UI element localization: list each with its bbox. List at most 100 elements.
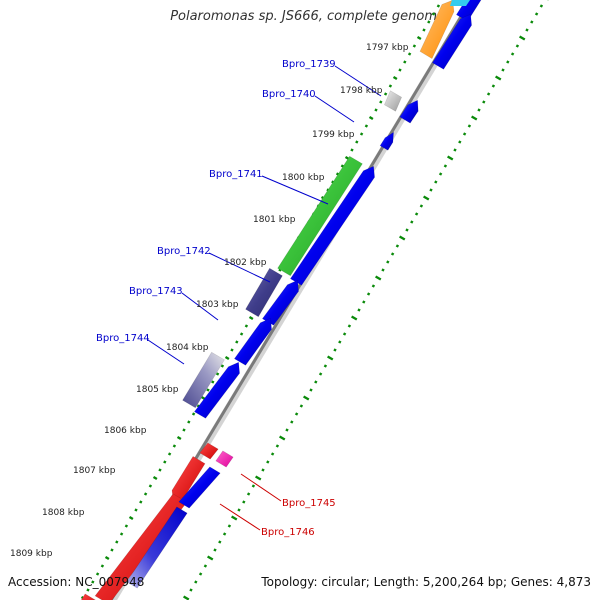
tick-mark bbox=[371, 284, 376, 288]
tick-mark bbox=[438, 172, 443, 176]
tick-mark bbox=[414, 212, 419, 216]
tick-mark bbox=[423, 195, 430, 201]
gene-feature bbox=[379, 131, 394, 151]
tick-mark bbox=[510, 52, 515, 56]
tick-mark bbox=[191, 412, 196, 416]
tick-mark bbox=[86, 588, 90, 592]
tick-labels: 1797 kbp 1798 kbp 1799 kbp 1800 kbp 1801 kbp… bbox=[10, 43, 409, 559]
gene-feature bbox=[399, 99, 419, 124]
gene-label[interactable]: Bpro_1739 bbox=[282, 59, 336, 70]
tick-mark bbox=[471, 115, 478, 121]
gene-feature bbox=[199, 442, 219, 460]
gene-label[interactable]: Bpro_1743 bbox=[129, 286, 183, 297]
label-leader-line bbox=[261, 175, 329, 205]
tick-mark bbox=[486, 92, 491, 96]
tick-mark bbox=[224, 355, 230, 361]
tick-mark bbox=[342, 332, 347, 336]
tick-label: 1800 kbp bbox=[282, 173, 325, 183]
tick-mark bbox=[458, 140, 462, 144]
tick-mark bbox=[323, 364, 328, 368]
tick-mark bbox=[482, 100, 486, 104]
tick-mark bbox=[198, 572, 203, 576]
gene-feature bbox=[261, 279, 299, 326]
gene-feature bbox=[277, 155, 363, 277]
tick-mark bbox=[530, 20, 534, 24]
tick-mark bbox=[211, 380, 215, 384]
tick-mark bbox=[383, 92, 388, 96]
gene-label[interactable]: Bpro_1742 bbox=[157, 246, 211, 257]
gene-feature bbox=[178, 466, 221, 509]
gene-label[interactable]: Bpro_1740 bbox=[262, 89, 316, 100]
tick-label: 1801 kbp bbox=[253, 215, 296, 225]
tick-mark bbox=[374, 108, 378, 112]
tick-mark bbox=[231, 515, 238, 521]
tick-mark bbox=[213, 548, 217, 552]
tick-label: 1808 kbp bbox=[42, 508, 85, 518]
tick-mark bbox=[246, 492, 251, 496]
tick-mark bbox=[429, 188, 433, 192]
tick-mark bbox=[351, 315, 358, 321]
tick-mark bbox=[519, 35, 526, 41]
tick-mark bbox=[278, 268, 282, 272]
tick-mark bbox=[248, 315, 254, 321]
gene-labels: Bpro_1739 Bpro_1740 Bpro_1741 Bpro_1742 Bpro… bbox=[96, 59, 336, 538]
tick-label: 1804 kbp bbox=[166, 343, 209, 353]
tick-mark bbox=[152, 475, 158, 481]
tick-mark bbox=[410, 220, 414, 224]
tick-mark bbox=[172, 444, 177, 448]
tick-mark bbox=[515, 44, 520, 48]
tick-label: 1798 kbp bbox=[340, 86, 383, 96]
tick-label: 1802 kbp bbox=[224, 258, 267, 268]
tick-mark bbox=[368, 115, 374, 121]
tick-mark bbox=[398, 68, 402, 72]
tick-label: 1803 kbp bbox=[196, 300, 239, 310]
tick-mark bbox=[215, 372, 220, 376]
label-leader-line bbox=[334, 65, 382, 97]
gene-feature bbox=[193, 361, 240, 419]
tick-mark bbox=[299, 404, 304, 408]
gene-label[interactable]: Bpro_1744 bbox=[96, 333, 150, 344]
tick-mark bbox=[275, 444, 280, 448]
tick-mark bbox=[303, 395, 310, 401]
tick-mark bbox=[525, 28, 529, 32]
gene-label[interactable]: Bpro_1746 bbox=[261, 527, 315, 538]
tick-mark bbox=[139, 500, 143, 504]
tick-mark bbox=[110, 548, 114, 552]
tick-mark bbox=[158, 468, 162, 472]
tick-mark bbox=[266, 460, 270, 464]
tick-mark bbox=[338, 340, 342, 344]
gene-label[interactable]: Bpro_1745 bbox=[282, 498, 336, 509]
tick-mark bbox=[237, 508, 241, 512]
tick-mark bbox=[218, 540, 222, 544]
tick-mark bbox=[194, 580, 198, 584]
label-leader-line bbox=[181, 292, 219, 321]
tick-mark bbox=[230, 348, 234, 352]
tick-mark bbox=[443, 164, 448, 168]
tick-mark bbox=[534, 12, 539, 16]
tick-mark bbox=[375, 275, 382, 281]
tick-mark bbox=[447, 155, 454, 161]
tick-mark bbox=[182, 428, 186, 432]
gene-label[interactable]: Bpro_1741 bbox=[209, 169, 263, 180]
label-leader-line bbox=[147, 339, 185, 365]
tick-mark bbox=[539, 4, 544, 8]
tick-mark bbox=[388, 84, 393, 88]
tick-mark bbox=[422, 28, 426, 32]
label-leader-lines bbox=[147, 65, 382, 531]
tick-mark bbox=[379, 100, 383, 104]
label-leader-line bbox=[208, 252, 271, 283]
tick-mark bbox=[176, 435, 182, 441]
tick-mark bbox=[359, 132, 364, 136]
gene-feature bbox=[215, 450, 234, 468]
tick-mark bbox=[318, 372, 323, 376]
tick-mark bbox=[405, 228, 409, 232]
tick-mark bbox=[419, 204, 424, 208]
label-leader-line bbox=[314, 95, 355, 123]
tick-mark bbox=[501, 68, 505, 72]
tick-mark bbox=[143, 492, 148, 496]
accession-text: Accession: NC_007948 bbox=[8, 575, 145, 589]
tick-mark bbox=[350, 148, 354, 152]
tick-mark bbox=[294, 412, 299, 416]
gene-features bbox=[80, 0, 482, 600]
tick-mark bbox=[244, 324, 249, 328]
